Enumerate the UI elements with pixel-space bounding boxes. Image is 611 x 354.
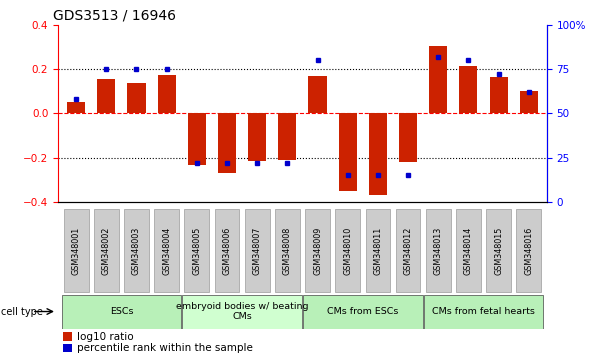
Text: GSM348007: GSM348007: [253, 226, 262, 275]
Bar: [459, 66, 477, 113]
FancyBboxPatch shape: [486, 209, 511, 292]
FancyBboxPatch shape: [275, 209, 300, 292]
Text: GSM348009: GSM348009: [313, 226, 322, 275]
Text: GSM348010: GSM348010: [343, 226, 352, 275]
FancyBboxPatch shape: [305, 209, 330, 292]
FancyBboxPatch shape: [424, 295, 543, 329]
Text: GSM348001: GSM348001: [71, 226, 81, 275]
Text: GDS3513 / 16946: GDS3513 / 16946: [53, 8, 176, 22]
FancyBboxPatch shape: [426, 209, 450, 292]
FancyBboxPatch shape: [365, 209, 390, 292]
Bar: [128, 84, 145, 113]
Text: log10 ratio: log10 ratio: [77, 331, 134, 342]
Text: CMs from fetal hearts: CMs from fetal hearts: [432, 307, 535, 316]
Bar: [309, 76, 327, 113]
FancyBboxPatch shape: [155, 209, 179, 292]
Text: ESCs: ESCs: [109, 307, 133, 316]
Bar: [67, 102, 85, 113]
Text: GSM348016: GSM348016: [524, 226, 533, 275]
Bar: [63, 344, 72, 352]
Text: GSM348013: GSM348013: [434, 226, 443, 275]
Text: CMs from ESCs: CMs from ESCs: [327, 307, 398, 316]
FancyBboxPatch shape: [335, 209, 360, 292]
FancyBboxPatch shape: [245, 209, 269, 292]
FancyBboxPatch shape: [185, 209, 209, 292]
Bar: [399, 113, 417, 162]
Bar: [489, 77, 508, 113]
Bar: [158, 75, 176, 113]
Text: GSM348012: GSM348012: [403, 226, 412, 275]
Bar: [97, 79, 115, 113]
FancyBboxPatch shape: [124, 209, 149, 292]
Text: percentile rank within the sample: percentile rank within the sample: [77, 343, 253, 353]
FancyBboxPatch shape: [182, 295, 302, 329]
Text: GSM348015: GSM348015: [494, 226, 503, 275]
FancyBboxPatch shape: [456, 209, 481, 292]
Text: GSM348005: GSM348005: [192, 226, 202, 275]
Bar: [248, 113, 266, 161]
Text: GSM348002: GSM348002: [102, 226, 111, 275]
Text: GSM348003: GSM348003: [132, 226, 141, 275]
Bar: [63, 332, 72, 341]
FancyBboxPatch shape: [214, 209, 240, 292]
FancyBboxPatch shape: [303, 295, 423, 329]
Bar: [188, 113, 206, 165]
FancyBboxPatch shape: [64, 209, 89, 292]
Text: embryoid bodies w/ beating
CMs: embryoid bodies w/ beating CMs: [176, 302, 309, 321]
Bar: [520, 91, 538, 113]
FancyBboxPatch shape: [62, 295, 181, 329]
Text: GSM348014: GSM348014: [464, 226, 473, 275]
Bar: [429, 46, 447, 113]
Bar: [278, 113, 296, 160]
FancyBboxPatch shape: [396, 209, 420, 292]
Text: GSM348008: GSM348008: [283, 226, 292, 275]
Bar: [338, 113, 357, 191]
Bar: [218, 113, 236, 173]
Text: GSM348011: GSM348011: [373, 226, 382, 275]
Bar: [369, 113, 387, 195]
FancyBboxPatch shape: [94, 209, 119, 292]
Text: cell type: cell type: [1, 307, 43, 316]
Text: GSM348006: GSM348006: [222, 226, 232, 275]
FancyBboxPatch shape: [516, 209, 541, 292]
Text: GSM348004: GSM348004: [162, 226, 171, 275]
